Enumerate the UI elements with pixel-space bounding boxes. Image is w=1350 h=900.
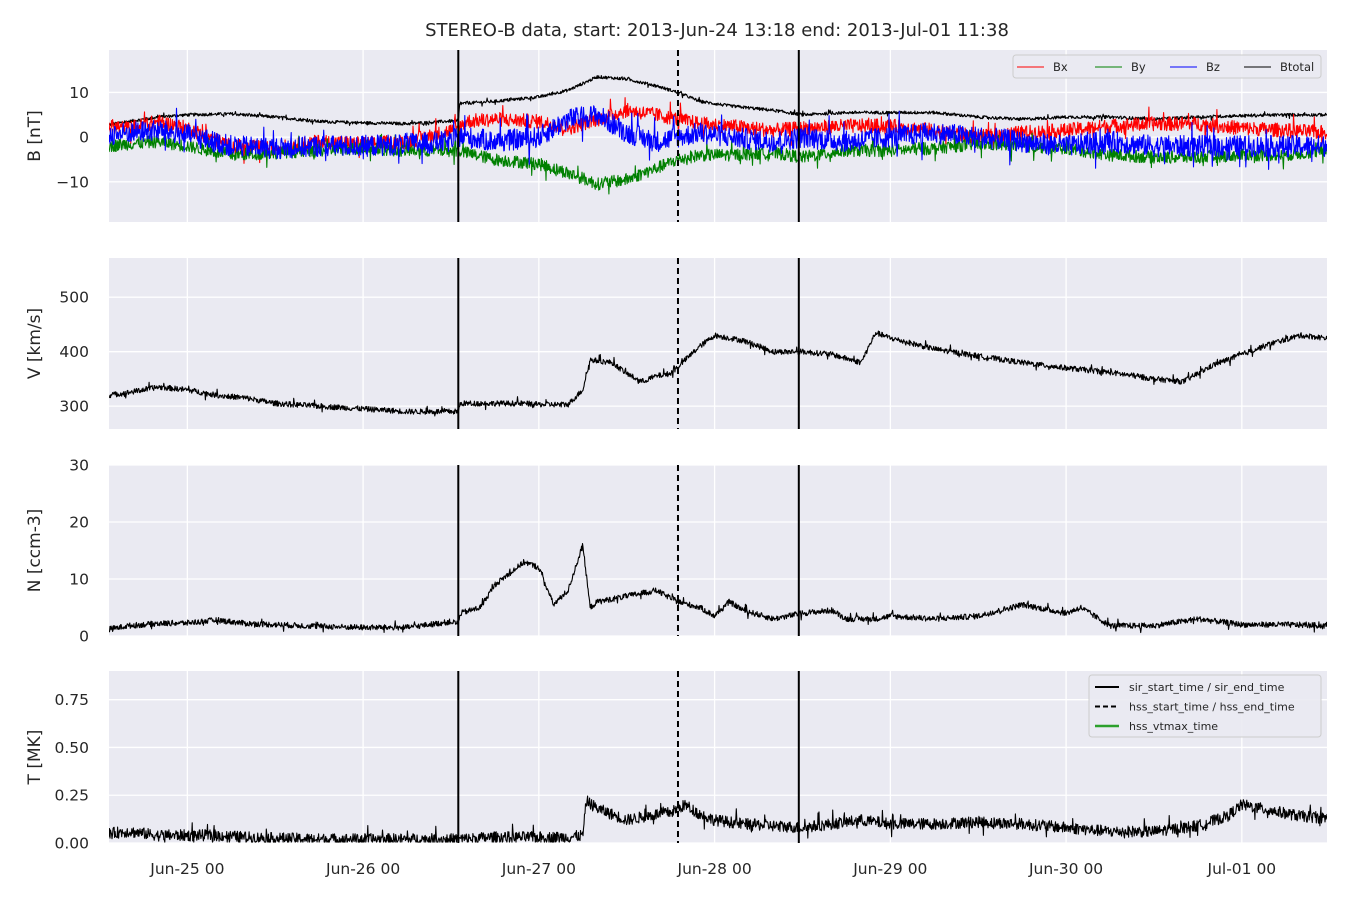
series-bz-line [109, 105, 1327, 170]
series-group [109, 542, 1327, 634]
x-tick-label: Jun-27 00 [501, 860, 576, 878]
y-tick-label: 500 [59, 289, 89, 307]
panel-3: 0 10 20 30 N [ccm-3] [25, 457, 1327, 646]
series-group [109, 75, 1327, 195]
legend-label-by: By [1131, 60, 1146, 74]
series-group [109, 330, 1327, 417]
x-tick-label: Jun-26 00 [325, 860, 400, 878]
legend-label-1: hss_start_time / hss_end_time [1129, 701, 1295, 714]
series-by-line [109, 129, 1327, 195]
legend-label-bx: Bx [1053, 60, 1068, 74]
panel-2: 300 400 500 V [km/s] [25, 258, 1327, 429]
x-tick-label: Jun-28 00 [677, 860, 752, 878]
y-tick-label: 300 [59, 398, 89, 416]
x-tick-label: Jun-29 00 [852, 860, 927, 878]
y-tick-label: 0.75 [54, 691, 89, 709]
legend-events: sir_start_time / sir_end_time hss_start_t… [1088, 674, 1322, 738]
y-axis-label: T [MK] [25, 730, 45, 786]
y-tick-label: 10 [69, 571, 89, 589]
plot-area [109, 258, 1327, 429]
x-tick-label: Jun-25 00 [149, 860, 224, 878]
y-tick-label: 0 [79, 129, 89, 147]
legend-box [1012, 54, 1322, 79]
legend-label-btotal: Btotal [1280, 60, 1314, 74]
y-tick-label: 20 [69, 514, 89, 532]
y-tick-label: 10 [69, 84, 89, 102]
series-group [109, 795, 1327, 843]
y-axis-label: V [km/s] [25, 308, 45, 379]
x-tick-label: Jul-01 00 [1207, 860, 1277, 878]
series-btotal-line [109, 75, 1327, 126]
panels: −10 0 10 B [nT] 300 400 500 V [km/s] 0 10 20 30 N [c… [25, 50, 1327, 878]
y-axis-label: N [ccm-3] [25, 509, 45, 593]
y-tick-label: 0.00 [54, 835, 89, 853]
y-axis-label: B [nT] [25, 110, 45, 162]
y-tick-label: 0.25 [54, 787, 89, 805]
legend-magnetic: Bx By Bz Btotal [1012, 54, 1322, 79]
panel-1: −10 0 10 B [nT] [25, 50, 1327, 222]
legend-label-2: hss_vtmax_time [1129, 720, 1218, 733]
plot-area [109, 465, 1327, 636]
y-tick-label: 0 [79, 628, 89, 646]
legend-box [1088, 674, 1322, 738]
y-tick-label: 0.50 [54, 739, 89, 757]
legend-label-bz: Bz [1206, 60, 1220, 74]
series-t-line [109, 795, 1327, 843]
x-tick-label: Jun-30 00 [1028, 860, 1103, 878]
series-v-line [109, 330, 1327, 417]
chart-title: STEREO-B data, start: 2013-Jun-24 13:18 … [425, 20, 1009, 41]
y-tick-label: 400 [59, 343, 89, 361]
legend-label-0: sir_start_time / sir_end_time [1129, 681, 1285, 694]
y-tick-label: −10 [56, 173, 89, 191]
y-tick-label: 30 [69, 457, 89, 475]
series-n-line [109, 542, 1327, 634]
